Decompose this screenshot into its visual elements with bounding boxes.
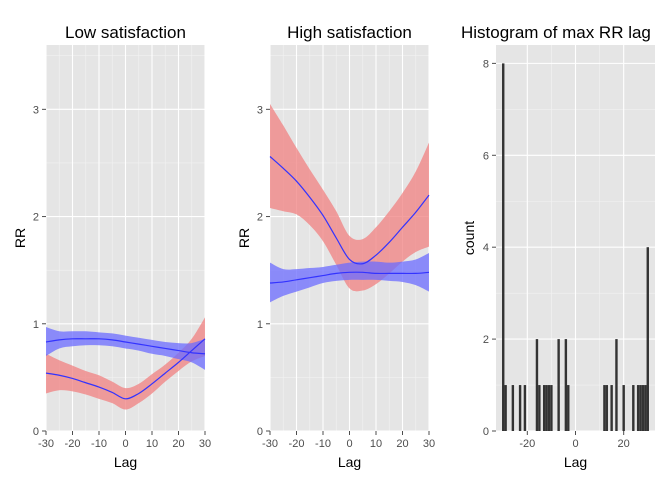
chart-title: Histogram of max RR lag — [461, 23, 651, 42]
x-tick-label: -30 — [38, 438, 54, 450]
y-tick-label: 2 — [257, 212, 263, 224]
panel-high-satisfaction: -30 -20 -10 0 10 20 30 0 1 2 3 High satisfaction L… — [236, 23, 435, 470]
axis-ticks: -20 0 20 0 2 4 6 8 — [483, 58, 630, 450]
y-tick-label: 0 — [33, 426, 39, 438]
smooth-lines — [45, 338, 206, 400]
confidence-band-1 — [270, 253, 429, 303]
confidence-bands — [270, 103, 429, 303]
y-tick-label: 3 — [33, 104, 39, 116]
histogram-bar — [545, 385, 548, 431]
histogram-bar — [605, 385, 609, 431]
y-tick-label: 2 — [483, 334, 489, 346]
confidence-band-0 — [46, 317, 205, 410]
histogram-bar — [504, 385, 507, 431]
y-axis-label: count — [461, 221, 477, 255]
smooth-lines — [269, 156, 430, 284]
histogram-bar — [535, 339, 539, 431]
histogram-bar — [615, 339, 618, 431]
histogram-bar — [632, 385, 635, 431]
series-line-0 — [269, 156, 430, 265]
y-axis-label: RR — [236, 228, 252, 248]
y-tick-label: 3 — [257, 104, 263, 116]
panel-low-satisfaction: -30 -20 -10 0 10 20 30 0 1 2 3 Low satisfaction La… — [12, 23, 211, 470]
x-axis-label: Lag — [114, 454, 137, 470]
confidence-bands — [46, 317, 205, 410]
histogram-bars — [502, 63, 649, 431]
confidence-band-0 — [270, 103, 429, 292]
x-tick-label: -30 — [262, 438, 278, 450]
x-tick-label: 10 — [146, 438, 158, 450]
histogram-bar — [547, 385, 551, 431]
series-line-1 — [269, 271, 430, 284]
x-tick-label: 30 — [423, 438, 435, 450]
x-tick-label: 0 — [346, 438, 352, 450]
x-tick-label: 20 — [172, 438, 184, 450]
histogram-bar — [542, 385, 546, 431]
x-axis-label: Lag — [338, 454, 361, 470]
chart-title: Low satisfaction — [65, 23, 186, 42]
chart-title: High satisfaction — [287, 23, 412, 42]
x-tick-label: 20 — [618, 438, 630, 450]
histogram-bar — [550, 385, 553, 431]
y-axis-label: RR — [12, 228, 28, 248]
histogram-bar — [636, 385, 640, 431]
x-tick-label: 0 — [572, 438, 578, 450]
x-tick-label: 30 — [199, 438, 211, 450]
x-tick-label: -10 — [91, 438, 107, 450]
x-tick-label: 20 — [396, 438, 408, 450]
histogram-bar — [641, 385, 645, 431]
x-tick-label: -10 — [315, 438, 331, 450]
histogram-bar — [564, 339, 568, 431]
histogram-bar — [646, 247, 649, 431]
y-tick-label: 8 — [483, 58, 489, 70]
axis-ticks: -30 -20 -10 0 10 20 30 0 1 2 3 — [33, 104, 211, 450]
x-tick-label: -20 — [289, 438, 305, 450]
histogram-bar — [610, 385, 613, 431]
x-axis-label: Lag — [564, 454, 587, 470]
histogram-bar — [557, 339, 560, 431]
histogram-bar — [639, 385, 642, 431]
y-tick-label: 0 — [483, 426, 489, 438]
axis-ticks: -30 -20 -10 0 10 20 30 0 1 2 3 — [257, 104, 435, 450]
histogram-bar — [518, 385, 522, 431]
histogram-bar — [622, 385, 625, 431]
histogram-bar — [502, 63, 505, 431]
histogram-bar — [511, 385, 515, 431]
y-tick-label: 4 — [483, 242, 489, 254]
histogram-bar — [603, 385, 606, 431]
y-tick-label: 1 — [257, 319, 263, 331]
histogram-bar — [538, 385, 541, 431]
histogram-bar — [523, 385, 527, 431]
x-tick-label: 0 — [122, 438, 128, 450]
y-tick-label: 0 — [257, 426, 263, 438]
series-line-0 — [45, 338, 206, 400]
y-tick-label: 6 — [483, 150, 489, 162]
confidence-band-1 — [46, 326, 205, 370]
x-tick-label: 10 — [370, 438, 382, 450]
y-tick-label: 2 — [33, 212, 39, 224]
histogram-bar — [567, 385, 570, 431]
x-tick-label: -20 — [519, 438, 535, 450]
x-tick-label: -20 — [65, 438, 81, 450]
y-tick-label: 1 — [33, 319, 39, 331]
histogram-bar — [644, 385, 647, 431]
series-line-1 — [45, 338, 206, 355]
